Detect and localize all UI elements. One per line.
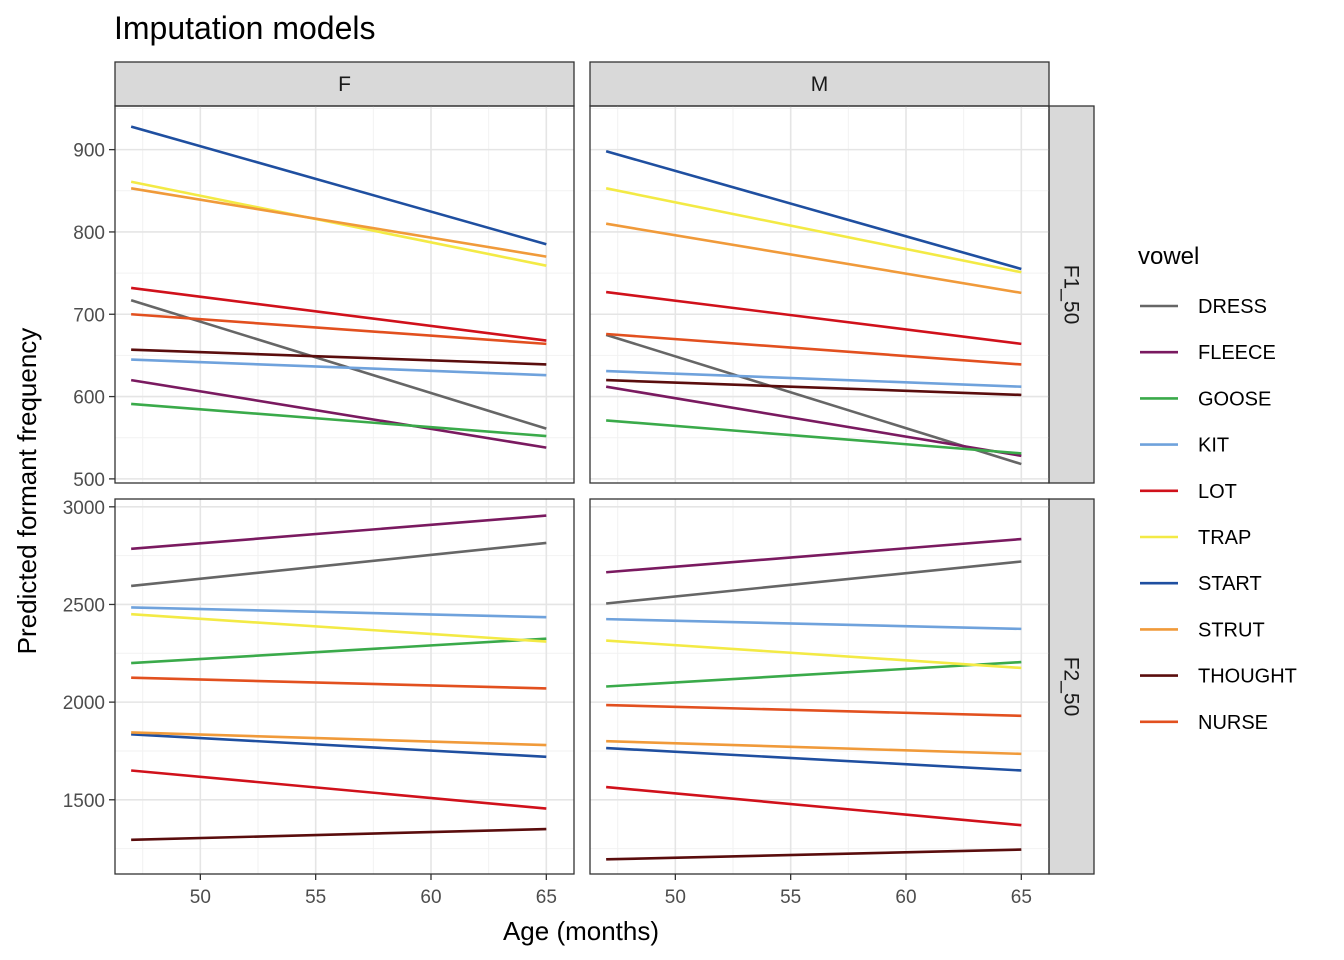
strip-column bbox=[114, 61, 575, 107]
strip-row-label: F2_50 bbox=[1060, 657, 1083, 717]
legend-item: TRAP bbox=[1140, 527, 1251, 549]
panel: 50 55 60 65 bbox=[589, 498, 1050, 908]
legend-label: KIT bbox=[1198, 435, 1229, 457]
series-line-kit bbox=[131, 358, 547, 377]
series-line-lot bbox=[605, 290, 1022, 346]
legend-item: START bbox=[1140, 573, 1262, 595]
y-tick-label: 1500 bbox=[63, 791, 105, 812]
x-tick-label: 65 bbox=[1011, 887, 1032, 908]
legend-label: TRAP bbox=[1198, 527, 1251, 549]
panel: 1500 2000 2500 3000 50 55 60 65 bbox=[63, 498, 575, 908]
series-line-dress bbox=[606, 560, 1022, 605]
y-tick-label: 700 bbox=[73, 305, 105, 326]
series-line-start bbox=[605, 150, 1022, 271]
series-line-start bbox=[130, 125, 547, 246]
legend-item: FLEECE bbox=[1140, 342, 1276, 364]
strip-column-label: M bbox=[811, 73, 829, 96]
legend-label: GOOSE bbox=[1198, 388, 1271, 410]
strip-row-label: F1_50 bbox=[1060, 265, 1083, 325]
legend-item: NURSE bbox=[1140, 712, 1268, 734]
x-tick-label: 65 bbox=[536, 887, 557, 908]
legend-label: LOT bbox=[1198, 481, 1237, 503]
series-line-nurse bbox=[131, 312, 547, 346]
x-tick-label: 60 bbox=[895, 887, 916, 908]
series-line-strut bbox=[605, 222, 1022, 295]
panel-border bbox=[114, 105, 575, 484]
strip-column bbox=[589, 61, 1050, 107]
series-line-kit bbox=[606, 617, 1022, 631]
series-line-thought bbox=[606, 378, 1022, 397]
y-tick-label: 2500 bbox=[63, 595, 105, 616]
series-line-trap bbox=[131, 612, 547, 643]
series-line-strut bbox=[130, 187, 547, 258]
series-line-goose bbox=[606, 419, 1022, 455]
panel: 500 600 700 800 900 bbox=[73, 105, 575, 491]
series-line-goose bbox=[131, 637, 547, 665]
x-tick-label: 50 bbox=[190, 887, 211, 908]
series-line-thought bbox=[131, 827, 547, 842]
panel-border bbox=[589, 498, 1050, 875]
strip-row bbox=[1048, 105, 1095, 484]
legend-label: DRESS bbox=[1198, 296, 1267, 318]
series-line-fleece bbox=[605, 385, 1022, 458]
series-line-dress bbox=[131, 541, 547, 588]
series-line-fleece bbox=[606, 537, 1022, 574]
legend-item: STRUT bbox=[1140, 619, 1265, 641]
legend-item: LOT bbox=[1140, 481, 1237, 503]
legend-item: GOOSE bbox=[1140, 388, 1271, 410]
series-line-thought bbox=[606, 848, 1022, 861]
panels-layer: F M F1_50 F2_50 500 600 700 800 900 1500 2000 2500 3… bbox=[63, 61, 1095, 908]
panel-border bbox=[114, 498, 575, 875]
series-line-kit bbox=[606, 369, 1022, 388]
legend-item: KIT bbox=[1140, 435, 1229, 457]
series-line-nurse bbox=[606, 332, 1022, 366]
series-line-lot bbox=[606, 785, 1022, 827]
y-tick-label: 900 bbox=[73, 141, 105, 162]
y-tick-label: 600 bbox=[73, 388, 105, 409]
series-line-dress bbox=[605, 333, 1022, 466]
y-tick-label: 3000 bbox=[63, 498, 105, 519]
x-tick-label: 60 bbox=[420, 887, 441, 908]
series-line-fleece bbox=[131, 514, 547, 551]
series-line-lot bbox=[131, 769, 547, 810]
series-line-dress bbox=[130, 299, 547, 430]
x-tick-label: 55 bbox=[780, 887, 801, 908]
legend-title: vowel bbox=[1138, 243, 1199, 270]
legend-label: NURSE bbox=[1198, 712, 1268, 734]
legend: vowel DRESS FLEECE GOOSE KIT LOT TRAP START STR… bbox=[1138, 243, 1297, 734]
y-tick-label: 500 bbox=[73, 470, 105, 491]
panel bbox=[589, 105, 1050, 484]
x-tick-label: 50 bbox=[665, 887, 686, 908]
series-line-trap bbox=[605, 187, 1022, 274]
y-tick-label: 800 bbox=[73, 223, 105, 244]
strip-column-label: F bbox=[338, 73, 351, 96]
series-line-start bbox=[131, 733, 547, 759]
series-line-nurse bbox=[131, 676, 547, 690]
series-line-goose bbox=[606, 660, 1022, 688]
legend-label: STRUT bbox=[1198, 619, 1265, 641]
series-line-nurse bbox=[606, 703, 1022, 718]
legend-label: START bbox=[1198, 573, 1262, 595]
series-line-start bbox=[606, 746, 1022, 772]
series-line-strut bbox=[131, 731, 547, 747]
legend-item: DRESS bbox=[1140, 296, 1267, 318]
legend-item: THOUGHT bbox=[1140, 666, 1297, 688]
series-line-goose bbox=[131, 402, 547, 438]
x-tick-label: 55 bbox=[305, 887, 326, 908]
y-tick-label: 2000 bbox=[63, 693, 105, 714]
series-line-strut bbox=[606, 739, 1022, 756]
series-line-trap bbox=[606, 639, 1022, 670]
series-line-thought bbox=[131, 348, 547, 366]
legend-label: FLEECE bbox=[1198, 342, 1276, 364]
strip-row bbox=[1048, 498, 1095, 875]
y-axis-title: Predicted formant frequency bbox=[12, 328, 42, 655]
series-line-lot bbox=[130, 286, 547, 342]
series-line-kit bbox=[131, 606, 547, 619]
panel-border bbox=[589, 105, 1050, 484]
series-line-fleece bbox=[130, 378, 547, 449]
legend-label: THOUGHT bbox=[1198, 666, 1297, 688]
x-axis-title: Age (months) bbox=[503, 916, 659, 946]
chart-title: Imputation models bbox=[114, 10, 375, 46]
